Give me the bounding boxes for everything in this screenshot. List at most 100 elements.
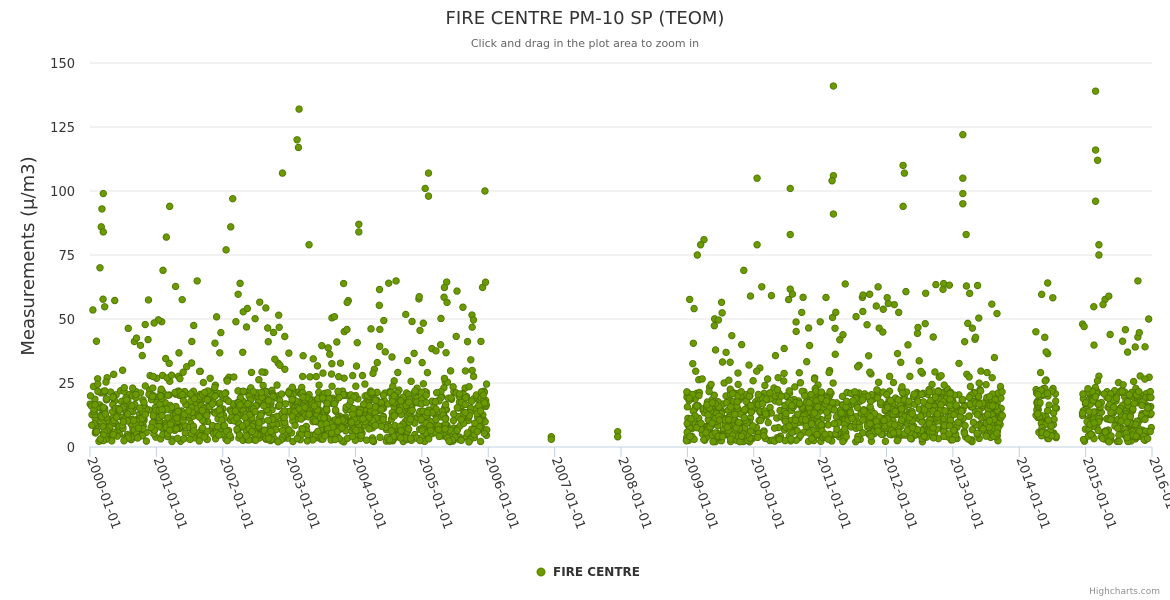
data-point — [141, 382, 150, 390]
data-point — [810, 409, 819, 417]
data-point — [830, 419, 838, 428]
credits-link[interactable]: Highcharts.com — [1089, 587, 1160, 597]
data-point — [965, 373, 973, 381]
data-point — [831, 324, 839, 332]
x-tick-label: 2003-01-01 — [282, 455, 322, 531]
plot-area[interactable] — [86, 82, 1155, 446]
data-point — [1034, 410, 1042, 418]
data-point — [1091, 393, 1100, 401]
data-point — [1118, 337, 1127, 345]
data-point — [244, 400, 252, 408]
data-point-peak — [165, 202, 174, 211]
data-point — [208, 400, 217, 408]
data-point — [1034, 390, 1042, 399]
data-point — [461, 408, 469, 417]
data-point — [338, 424, 346, 432]
data-point-peak — [959, 130, 967, 139]
data-point — [695, 391, 703, 400]
data-point — [1123, 433, 1131, 442]
data-point — [874, 378, 883, 387]
data-point — [174, 407, 182, 416]
data-point — [440, 283, 449, 292]
data-point — [1115, 431, 1123, 439]
data-point — [931, 368, 939, 376]
data-point — [281, 332, 289, 341]
data-point — [902, 287, 910, 296]
data-point — [891, 407, 899, 416]
legend-item-fire-centre[interactable]: FIRE CENTRE — [553, 565, 640, 579]
data-point — [211, 339, 219, 347]
data-point — [975, 314, 983, 322]
data-point-peak — [829, 210, 838, 218]
data-point — [248, 427, 256, 436]
data-point — [879, 305, 887, 313]
data-point — [319, 394, 327, 402]
data-point — [394, 368, 402, 377]
data-point — [1132, 432, 1140, 440]
data-point — [829, 379, 837, 387]
data-point — [260, 402, 268, 410]
data-point — [807, 390, 815, 399]
data-point — [974, 392, 983, 401]
data-point — [731, 410, 739, 419]
data-point — [985, 392, 994, 401]
data-point — [893, 436, 902, 445]
data-point — [1051, 397, 1060, 405]
data-point — [853, 435, 862, 444]
data-point — [440, 374, 449, 383]
data-point — [964, 435, 972, 443]
data-point — [697, 419, 705, 428]
data-point — [288, 412, 296, 420]
data-point — [698, 375, 706, 383]
x-tick-label: 2015-01-01 — [1079, 455, 1119, 531]
data-point — [941, 407, 949, 415]
legend-marker-icon[interactable] — [536, 567, 546, 577]
data-point — [195, 437, 203, 445]
data-point — [252, 436, 260, 444]
data-point-peak — [481, 187, 489, 195]
data-point — [437, 314, 445, 323]
data-point — [226, 431, 234, 440]
data-point — [149, 412, 157, 420]
data-point — [897, 358, 905, 367]
data-point — [468, 366, 476, 375]
data-point-peak — [222, 246, 230, 254]
data-point-peak — [899, 161, 907, 170]
data-point — [1036, 368, 1045, 377]
data-point — [745, 361, 753, 369]
data-point — [124, 324, 132, 333]
data-point — [982, 380, 990, 389]
data-point — [94, 380, 102, 388]
data-point-peak — [1093, 156, 1102, 164]
data-point — [379, 416, 387, 424]
data-point-peak — [900, 169, 909, 177]
data-point — [773, 385, 782, 394]
data-point — [343, 325, 351, 334]
data-point — [710, 322, 719, 330]
data-point — [408, 317, 416, 326]
data-point — [376, 433, 384, 442]
data-point — [718, 358, 727, 366]
x-tick-label: 2001-01-01 — [150, 455, 190, 531]
data-point — [1085, 407, 1093, 416]
data-point — [236, 401, 244, 409]
data-point — [461, 367, 470, 375]
data-point — [866, 413, 874, 421]
data-point — [206, 374, 214, 382]
data-point — [242, 432, 251, 440]
data-point — [96, 435, 105, 443]
data-point — [305, 410, 313, 418]
data-point — [1051, 403, 1060, 412]
legend[interactable]: FIRE CENTRE — [536, 565, 640, 579]
data-point — [327, 370, 336, 378]
data-point — [685, 394, 693, 402]
data-point — [284, 389, 293, 397]
data-point — [873, 394, 882, 402]
data-point — [965, 289, 974, 298]
data-point — [120, 383, 128, 392]
data-point — [906, 434, 915, 443]
data-point — [167, 371, 176, 379]
data-point — [365, 425, 373, 433]
data-point — [707, 380, 715, 389]
data-point — [92, 428, 101, 436]
